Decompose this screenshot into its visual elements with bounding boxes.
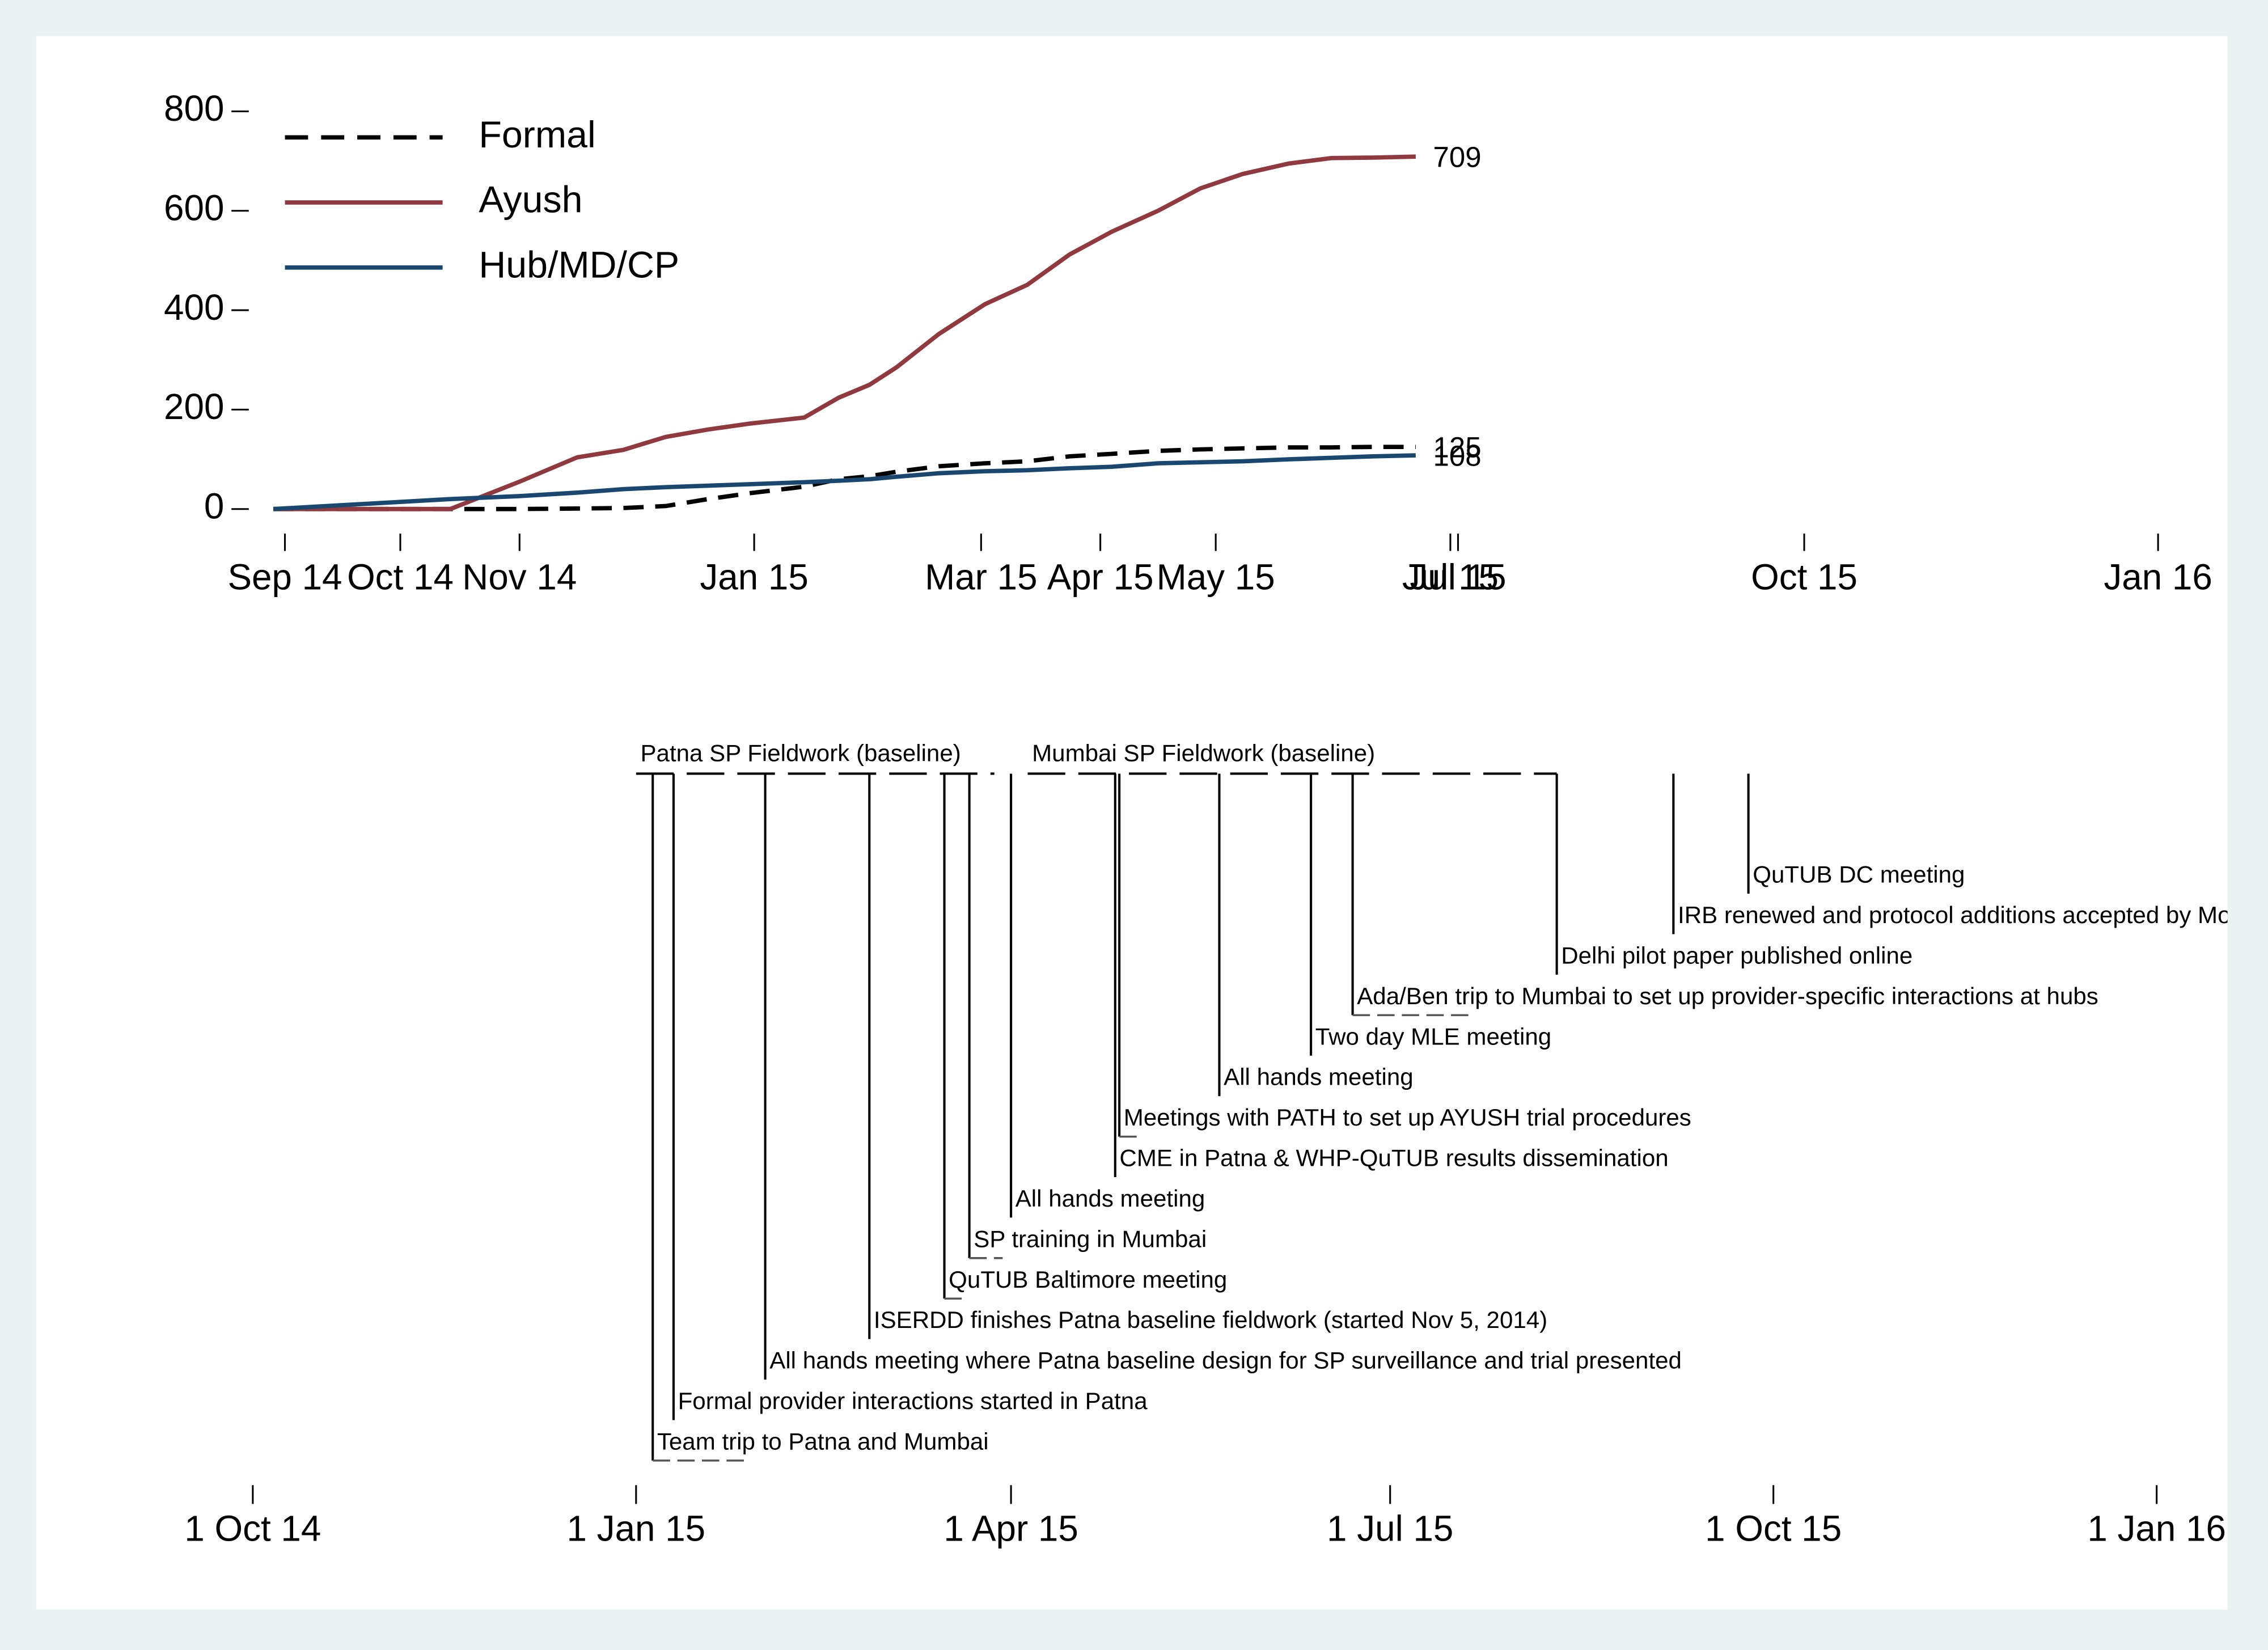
x-tick-label: Oct 14 bbox=[347, 557, 454, 598]
y-tick-label: 0 bbox=[204, 486, 224, 527]
event-label: All hands meeting where Patna baseline d… bbox=[769, 1347, 1682, 1374]
series-line bbox=[273, 445, 1416, 511]
x-tick-label: 1 Oct 14 bbox=[184, 1508, 321, 1549]
event-label: Meetings with PATH to set up AYUSH trial… bbox=[1124, 1104, 1691, 1131]
event-label: CME in Patna & WHP-QuTUB results dissemi… bbox=[1119, 1145, 1668, 1171]
x-tick-label: May 15 bbox=[1157, 557, 1275, 598]
event-label: All hands meeting bbox=[1224, 1064, 1414, 1090]
event-label: Ada/Ben trip to Mumbai to set up provide… bbox=[1357, 983, 2098, 1009]
period-label: Patna SP Fieldwork (baseline) bbox=[640, 739, 960, 766]
x-tick-label: 1 Jan 16 bbox=[2087, 1508, 2226, 1549]
x-tick-label: Oct 15 bbox=[1751, 557, 1857, 598]
plot-layer: 0 200 400 600 800 Sep 14 Oct 14 Nov 14 Jan 15 Mar… bbox=[164, 88, 2231, 1549]
end-label: 709 bbox=[1433, 141, 1481, 174]
series-line bbox=[273, 453, 1416, 511]
event-label: Two day MLE meeting bbox=[1315, 1023, 1551, 1050]
x-tick-label: Jul 15 bbox=[1402, 557, 1499, 598]
plot-panel bbox=[36, 36, 2228, 1610]
x-tick-label: 1 Jan 15 bbox=[567, 1508, 706, 1549]
x-tick-label: 1 Apr 15 bbox=[943, 1508, 1078, 1549]
event-label: ISERDD finishes Patna baseline fieldwork… bbox=[874, 1306, 1547, 1333]
legend-label: Formal bbox=[479, 114, 595, 156]
x-tick-label: Nov 14 bbox=[462, 557, 577, 598]
y-tick-label: 600 bbox=[164, 188, 224, 229]
event-label: QuTUB DC meeting bbox=[1753, 861, 1965, 888]
x-tick-label: Apr 15 bbox=[1047, 557, 1154, 598]
x-tick-label: Mar 15 bbox=[925, 557, 1037, 598]
end-label: 125 bbox=[1433, 431, 1481, 464]
end-label: 108 bbox=[1433, 440, 1481, 472]
x-tick-label: Jan 16 bbox=[2104, 557, 2212, 598]
event-label: Team trip to Patna and Mumbai bbox=[657, 1428, 989, 1454]
event-label: IRB renewed and protocol additions accep… bbox=[1678, 902, 2231, 928]
legend-label: Ayush bbox=[479, 179, 582, 221]
x-tick-label: Sep 14 bbox=[227, 557, 342, 598]
x-tick-label: Jul 15 bbox=[1410, 557, 1506, 598]
event-label: SP training in Mumbai bbox=[974, 1225, 1207, 1252]
legend-label: Hub/MD/CP bbox=[479, 244, 679, 286]
series-line bbox=[273, 154, 1416, 511]
period-label: Mumbai SP Fieldwork (baseline) bbox=[1032, 739, 1375, 766]
x-tick-label: Jan 15 bbox=[700, 557, 808, 598]
y-tick-label: 800 bbox=[164, 88, 224, 129]
y-tick-label: 400 bbox=[164, 287, 224, 328]
x-tick-label: 1 Oct 15 bbox=[1705, 1508, 1842, 1549]
event-label: QuTUB Baltimore meeting bbox=[949, 1266, 1227, 1293]
event-label: All hands meeting bbox=[1015, 1185, 1205, 1212]
y-tick-label: 200 bbox=[164, 386, 224, 427]
x-tick-label: 1 Jul 15 bbox=[1327, 1508, 1453, 1549]
event-label: Formal provider interactions started in … bbox=[678, 1387, 1148, 1414]
event-label: Delhi pilot paper published online bbox=[1561, 942, 1912, 968]
